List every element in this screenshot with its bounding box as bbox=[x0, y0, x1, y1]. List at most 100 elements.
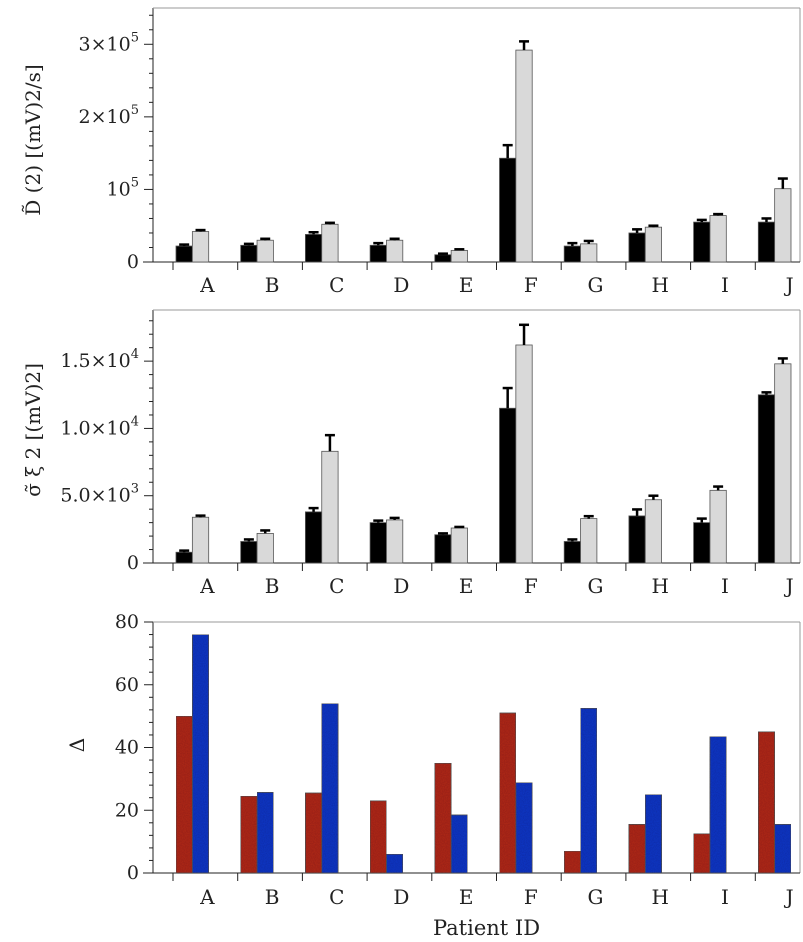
x-tick-label: J bbox=[784, 574, 794, 598]
y-tick-label-exponent: 3 bbox=[131, 482, 139, 497]
x-tick-label: C bbox=[329, 574, 344, 598]
x-tick-label: A bbox=[199, 574, 215, 598]
bar-F-series-1 bbox=[499, 712, 517, 874]
x-tick-label: E bbox=[459, 885, 474, 909]
bar-E-series-2 bbox=[450, 814, 468, 874]
x-tick-label: E bbox=[459, 574, 474, 598]
bar-E-series-1 bbox=[434, 254, 452, 263]
x-tick-label: B bbox=[265, 574, 280, 598]
y-tick-label: 5.0×103 bbox=[60, 482, 139, 507]
y-tick-label: 40 bbox=[115, 737, 139, 759]
bar-G-series-2 bbox=[580, 518, 598, 564]
bar-G-series-1 bbox=[563, 541, 581, 564]
bar-D-series-1 bbox=[369, 522, 387, 564]
x-tick-label: A bbox=[199, 273, 215, 297]
bar-E-series-1 bbox=[434, 762, 452, 874]
y-tick-label-exponent: 4 bbox=[131, 414, 139, 429]
bar-H-series-1 bbox=[628, 515, 646, 564]
y-tick-label: 0 bbox=[127, 552, 139, 574]
bar-E-series-2 bbox=[450, 249, 468, 263]
bar-B-series-1 bbox=[240, 795, 258, 874]
y-axis-label: Δ bbox=[65, 738, 89, 752]
bar-B-series-2 bbox=[256, 791, 274, 874]
y-tick-label-base: 60 bbox=[115, 674, 139, 696]
bar-B-series-1 bbox=[240, 541, 258, 564]
x-tick-label: G bbox=[588, 273, 604, 297]
y-tick-label-base: 10 bbox=[107, 178, 131, 200]
bar-G-series-2 bbox=[580, 243, 598, 263]
bar-J-series-2 bbox=[774, 823, 792, 874]
x-tick-label: I bbox=[721, 574, 729, 598]
bar-F-series-2 bbox=[515, 49, 533, 263]
bar-I-series-2 bbox=[709, 215, 727, 263]
x-axis-label: Patient ID bbox=[433, 916, 540, 940]
bar-F-series-1 bbox=[499, 407, 517, 564]
y-tick-label-exponent: 5 bbox=[131, 103, 139, 118]
y-tick-label-base: 1.5×10 bbox=[60, 350, 130, 372]
x-tick-label: B bbox=[265, 273, 280, 297]
bar-A-series-2 bbox=[191, 634, 210, 874]
y-tick-label-exponent: 5 bbox=[131, 175, 139, 190]
y-tick-label-exponent: 4 bbox=[131, 347, 139, 362]
y-tick-label: 20 bbox=[115, 799, 139, 821]
bar-J-series-1 bbox=[757, 394, 776, 564]
bar-B-series-2 bbox=[256, 239, 274, 263]
bar-D-series-1 bbox=[369, 244, 387, 263]
y-tick-label-base: 3×10 bbox=[79, 33, 131, 55]
y-tick-label: 1.0×104 bbox=[60, 414, 139, 439]
bar-I-series-2 bbox=[709, 736, 727, 874]
y-tick-label: 1.5×104 bbox=[60, 347, 139, 372]
x-tick-label: D bbox=[393, 885, 409, 909]
bar-C-series-2 bbox=[321, 703, 339, 874]
y-tick-label: 80 bbox=[115, 611, 139, 633]
bar-E-series-1 bbox=[434, 534, 452, 564]
bar-C-series-1 bbox=[304, 511, 323, 564]
x-tick-label: D bbox=[393, 273, 409, 297]
bar-A-series-2 bbox=[191, 231, 210, 263]
x-tick-label: B bbox=[265, 885, 280, 909]
x-tick-label: D bbox=[393, 574, 409, 598]
bar-A-series-1 bbox=[175, 551, 193, 564]
x-tick-label: A bbox=[199, 885, 215, 909]
x-tick-label: F bbox=[524, 574, 538, 598]
bar-A-series-1 bbox=[175, 245, 193, 263]
bar-A-series-1 bbox=[175, 715, 193, 874]
bar-C-series-1 bbox=[304, 792, 323, 874]
bar-H-series-2 bbox=[644, 499, 663, 564]
x-tick-label: C bbox=[329, 885, 344, 909]
bar-I-series-1 bbox=[693, 221, 711, 263]
y-tick-label-base: 5.0×10 bbox=[60, 485, 130, 507]
bar-A-series-2 bbox=[191, 516, 210, 564]
x-tick-label: J bbox=[784, 273, 794, 297]
y-tick-label: 60 bbox=[115, 674, 139, 696]
bar-B-series-2 bbox=[256, 532, 274, 564]
bar-E-series-2 bbox=[450, 527, 468, 564]
x-tick-label: I bbox=[721, 273, 729, 297]
x-tick-label: H bbox=[652, 273, 669, 297]
x-tick-label: E bbox=[459, 273, 474, 297]
x-tick-label: F bbox=[524, 885, 538, 909]
bar-C-series-1 bbox=[304, 234, 323, 263]
x-tick-label: I bbox=[721, 885, 729, 909]
bar-I-series-1 bbox=[693, 833, 711, 874]
x-tick-label: G bbox=[588, 574, 604, 598]
y-tick-label: 105 bbox=[107, 175, 139, 200]
bar-I-series-1 bbox=[693, 522, 711, 564]
y-tick-label-base: 20 bbox=[115, 799, 139, 821]
chart-panel-3: 0 20 40 60 80 A B C D E F G H I J Δ Patient ID bbox=[65, 611, 801, 940]
x-tick-label: F bbox=[524, 273, 538, 297]
bar-J-series-1 bbox=[757, 221, 776, 263]
bar-H-series-2 bbox=[644, 794, 663, 874]
x-tick-label: H bbox=[652, 885, 669, 909]
bar-F-series-1 bbox=[499, 157, 517, 263]
y-tick-label: 0 bbox=[127, 251, 139, 273]
y-tick-label-exponent: 5 bbox=[131, 30, 139, 45]
bar-C-series-2 bbox=[321, 223, 339, 263]
bar-D-series-1 bbox=[369, 800, 387, 874]
y-tick-label: 2×105 bbox=[79, 103, 139, 128]
y-tick-label-base: 40 bbox=[115, 737, 139, 759]
bar-D-series-2 bbox=[386, 519, 404, 564]
